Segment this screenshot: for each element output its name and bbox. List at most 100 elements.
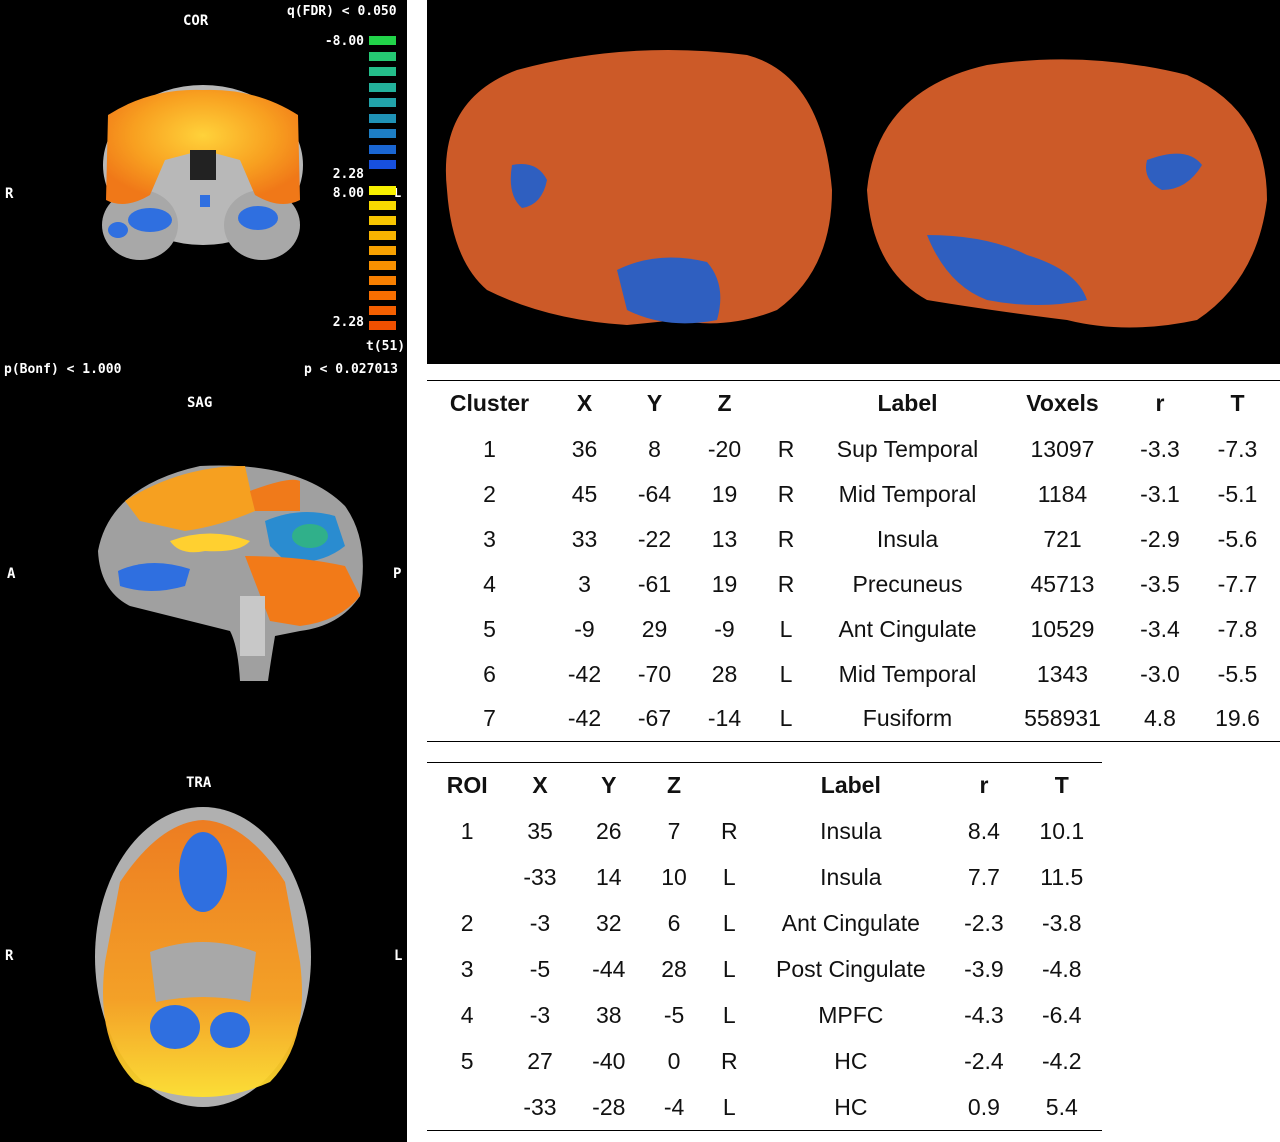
cell-z: 28 [711,660,738,687]
sagittal-brain-slice [98,465,363,681]
cell-x: 36 [571,435,598,462]
orientation-label-right: R [5,948,14,964]
colorbar-swatch [369,82,396,92]
cell-roi: 3 [460,956,474,982]
header-y: Y [646,390,663,417]
colorbar-swatch [369,201,396,210]
cell-r: -3.4 [1140,615,1180,642]
cell-label: Insula [876,525,939,552]
cell-r: -3.5 [1140,570,1180,597]
colorbar-pos-min: 2.28 [332,315,364,330]
cell-r: -3.0 [1140,660,1180,687]
sagittal-title: SAG [187,395,213,411]
cell-x: -5 [529,956,551,982]
colorbar-swatch [369,246,396,255]
transverse-title: TRA [186,775,212,791]
colorbar-swatch [369,231,396,240]
cell-z: 19 [711,570,738,597]
table-row: 2 45 -64 19 R Mid Temporal 1184 -3.1 -5.1 [427,472,1280,517]
colorbar-swatch [369,291,396,300]
cell-z: -20 [707,435,742,462]
header-t: T [1054,772,1069,799]
cell-cluster: 6 [483,660,496,687]
cell-label: Insula [820,818,882,844]
cell-z: 7 [667,818,681,844]
cell-x: -33 [523,864,557,890]
cell-t: -5.5 [1217,660,1258,687]
cell-label: Precuneus [852,570,963,597]
cell-roi: 1 [460,818,474,844]
cell-hemisphere: L [779,615,793,642]
cell-t: -7.3 [1217,435,1258,462]
cluster-table-header: Cluster X Y Z Label Voxels r T [427,381,1280,427]
cluster-table: Cluster X Y Z Label Voxels r T 1 36 8 -20 R S… [427,380,1280,742]
colorbar-swatch [369,51,396,61]
table-row: -33 14 10 L Insula 7.7 11.5 [427,855,1102,901]
cell-voxels: 721 [1043,525,1082,552]
colorbar-swatch [369,216,396,225]
colorbar-swatch [369,98,396,107]
header-cluster: Cluster [449,390,530,417]
cell-z: -14 [707,705,742,732]
table-row: 1 35 26 7 R Insula 8.4 10.1 [427,809,1102,855]
table-row: 3 33 -22 13 R Insula 721 -2.9 -5.6 [427,517,1280,562]
cell-label: Mid Temporal [838,660,977,687]
cell-hemisphere: R [777,435,795,462]
cell-cluster: 7 [483,705,496,732]
orientation-label-left: L [394,948,403,964]
colorbar-swatch [369,67,396,76]
cell-hemisphere: R [777,570,795,597]
coronal-title: COR [183,13,209,29]
cell-z: 19 [711,480,738,507]
cell-label: Sup Temporal [836,435,979,462]
cell-t: 10.1 [1039,818,1085,844]
cell-x: -42 [567,660,602,687]
cell-label: HC [834,1048,868,1074]
cell-voxels: 13097 [1030,435,1095,462]
cell-hemisphere: L [722,1002,736,1028]
cell-label: Mid Temporal [838,480,977,507]
colorbar-swatch [369,113,396,123]
cell-y: -64 [637,480,672,507]
cell-x: 27 [527,1048,553,1074]
cell-z: -5 [663,1002,685,1028]
cell-y: 29 [641,615,668,642]
cell-z: 0 [667,1048,681,1074]
cell-cluster: 2 [483,480,496,507]
cell-y: -28 [592,1093,626,1120]
cell-y: -40 [592,1048,626,1074]
colorbar-swatch [369,144,396,154]
cell-t: 11.5 [1040,864,1084,890]
header-x: X [576,390,593,417]
header-hemisphere [757,381,815,427]
colorbar-pos-max: 8.00 [332,186,364,201]
colorbar-swatch [369,186,396,195]
surface-render-panel [427,0,1280,364]
colorbar-swatch [369,129,396,138]
cell-x: -42 [567,705,602,732]
cell-r: -3.1 [1140,480,1180,507]
cell-label: Post Cingulate [776,956,926,982]
cell-hemisphere: L [722,1093,736,1120]
cell-label: HC [834,1093,868,1120]
cell-x: 3 [578,570,591,597]
cell-z: 6 [667,910,681,936]
header-z: Z [667,772,682,799]
orientation-label-posterior: P [393,566,402,582]
cell-label: Insula [820,864,882,890]
cell-y: 32 [595,910,622,936]
header-t: T [1230,390,1245,417]
cell-cluster: 3 [483,525,496,552]
header-roi: ROI [446,772,488,799]
header-r: r [1155,390,1165,417]
cell-y: 8 [648,435,661,462]
cell-z: 10 [661,864,687,890]
cell-x: -3 [529,910,551,936]
header-hemisphere [703,763,755,809]
threshold-fdr-label: q(FDR) < 0.050 [287,4,397,19]
p-value-label: p < 0.027013 [304,362,398,377]
cell-roi [427,855,507,901]
cell-hemisphere: R [777,525,795,552]
orientation-label-right: R [5,186,14,202]
cell-t: -3.8 [1041,910,1082,936]
